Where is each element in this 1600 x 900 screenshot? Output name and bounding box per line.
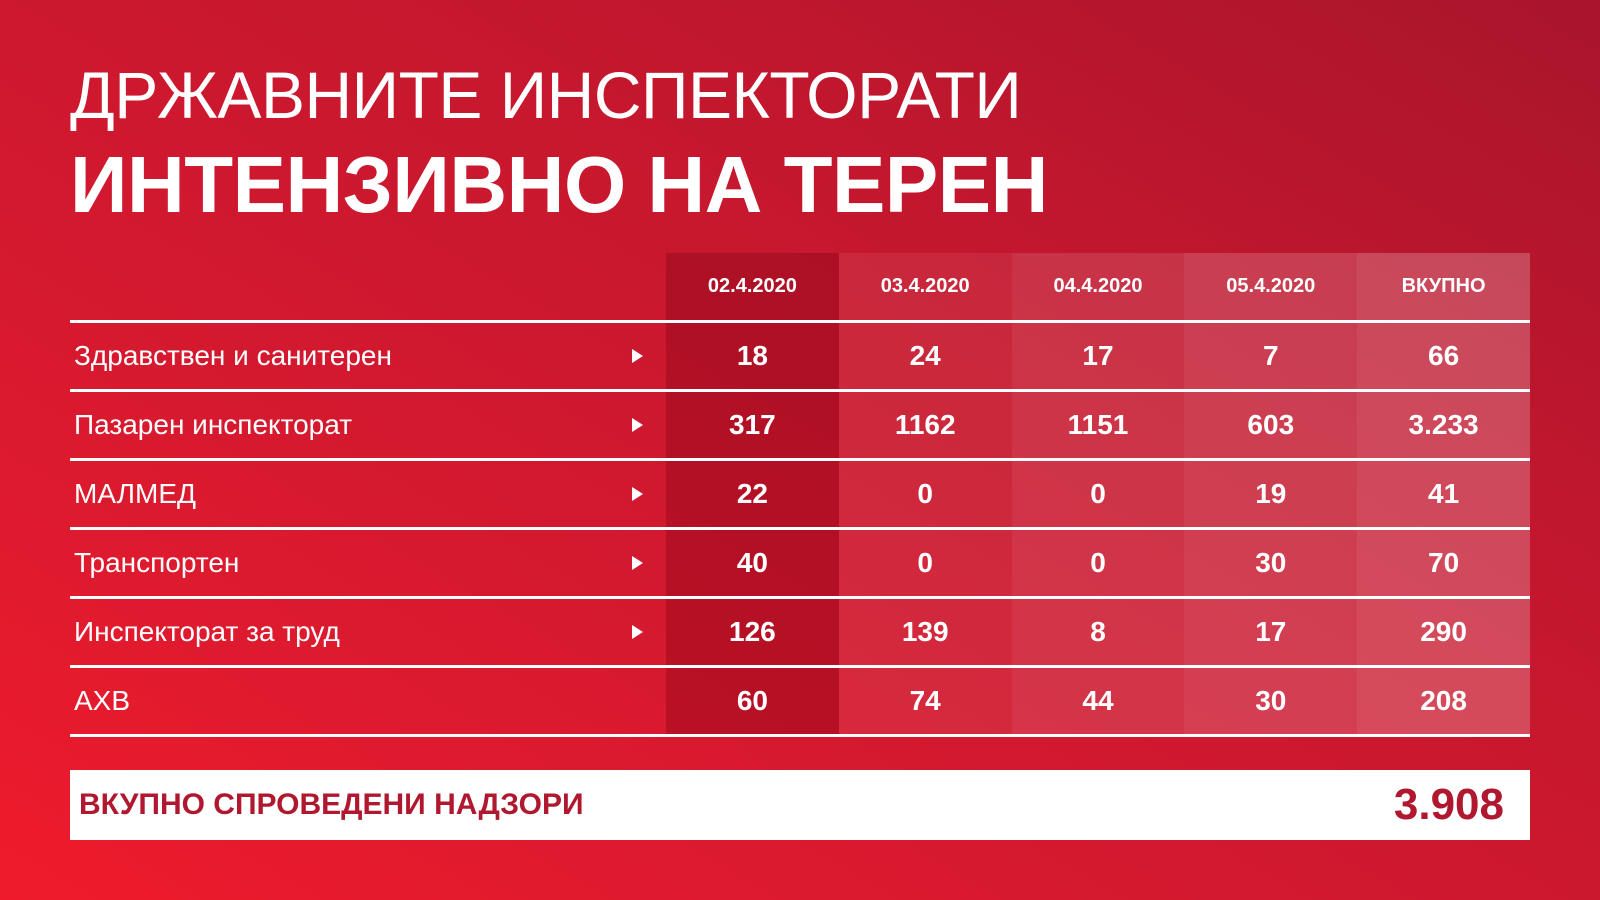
- row-label: Транспортен: [70, 530, 666, 596]
- table-cell: 8: [1011, 599, 1185, 665]
- table-cell-total: 208: [1357, 668, 1530, 734]
- table-header-row: 02.4.2020 03.4.2020 04.4.2020 05.4.2020 …: [70, 253, 1530, 323]
- table-cell-total: 41: [1357, 461, 1530, 527]
- title-line-2: ИНТЕНЗИВНО НА ТЕРЕН: [70, 140, 1048, 229]
- table-row: Инспекторат за труд 126 139 8 17 290: [70, 599, 1530, 668]
- row-label: Пазарен инспекторат: [70, 392, 666, 458]
- column-header: 02.4.2020: [666, 253, 839, 320]
- table-cell-total: 66: [1357, 323, 1530, 389]
- play-arrow-icon: [632, 556, 643, 570]
- row-label-text: Здравствен и санитерен: [74, 340, 392, 371]
- table-cell: 7: [1184, 323, 1358, 389]
- table-cell: 30: [1184, 530, 1358, 596]
- row-label-text: Инспекторат за труд: [74, 616, 340, 647]
- table-cell: 24: [838, 323, 1012, 389]
- play-arrow-icon: [632, 349, 643, 363]
- table-cell: 74: [838, 668, 1012, 734]
- table-cell: 18: [666, 323, 839, 389]
- table-cell-total: 3.233: [1357, 392, 1530, 458]
- grand-total-bar: ВКУПНО СПРОВЕДЕНИ НАДЗОРИ 3.908: [70, 770, 1530, 840]
- row-label-text: Транспортен: [74, 547, 240, 578]
- table-cell: 1151: [1011, 392, 1185, 458]
- table-cell: 139: [838, 599, 1012, 665]
- table-cell: 0: [1011, 461, 1185, 527]
- table-cell: 0: [1011, 530, 1185, 596]
- table-row: АХВ 60 74 44 30 208: [70, 668, 1530, 737]
- row-label-text: МАЛМЕД: [74, 478, 196, 509]
- title-line-1: ДРЖАВНИТЕ ИНСПЕКТОРАТИ: [70, 58, 1022, 132]
- table-cell: 60: [666, 668, 839, 734]
- table-row: Здравствен и санитерен 18 24 17 7 66: [70, 323, 1530, 392]
- table-cell: 19: [1184, 461, 1358, 527]
- table-cell-total: 290: [1357, 599, 1530, 665]
- grand-total-label: ВКУПНО СПРОВЕДЕНИ НАДЗОРИ: [79, 788, 584, 821]
- table-row: МАЛМЕД 22 0 0 19 41: [70, 461, 1530, 530]
- table-row: Транспортен 40 0 0 30 70: [70, 530, 1530, 599]
- table-cell: 0: [838, 461, 1012, 527]
- table-cell: 317: [666, 392, 839, 458]
- header-label-spacer: [70, 253, 666, 320]
- table-cell: 30: [1184, 668, 1358, 734]
- row-label: Инспекторат за труд: [70, 599, 666, 665]
- row-label: Здравствен и санитерен: [70, 323, 666, 389]
- table-cell: 126: [666, 599, 839, 665]
- inspections-table: 02.4.2020 03.4.2020 04.4.2020 05.4.2020 …: [70, 253, 1530, 737]
- row-label-text: Пазарен инспекторат: [74, 409, 353, 440]
- column-header: 03.4.2020: [838, 253, 1012, 320]
- table-cell: 0: [838, 530, 1012, 596]
- table-cell-total: 70: [1357, 530, 1530, 596]
- column-header: ВКУПНО: [1357, 253, 1530, 320]
- row-label: МАЛМЕД: [70, 461, 666, 527]
- play-arrow-icon: [632, 625, 643, 639]
- grand-total-value: 3.908: [1393, 780, 1504, 829]
- row-label-text: АХВ: [74, 685, 131, 716]
- table-cell: 22: [666, 461, 839, 527]
- table-cell: 1162: [838, 392, 1012, 458]
- column-header: 05.4.2020: [1184, 253, 1358, 320]
- column-header: 04.4.2020: [1011, 253, 1185, 320]
- table-cell: 17: [1184, 599, 1358, 665]
- row-label: АХВ: [70, 668, 666, 734]
- table-row: Пазарен инспекторат 317 1162 1151 603 3.…: [70, 392, 1530, 461]
- play-arrow-icon: [632, 418, 643, 432]
- table-cell: 17: [1011, 323, 1185, 389]
- play-arrow-icon: [632, 487, 643, 501]
- table-cell: 40: [666, 530, 839, 596]
- table-cell: 603: [1184, 392, 1358, 458]
- table-cell: 44: [1011, 668, 1185, 734]
